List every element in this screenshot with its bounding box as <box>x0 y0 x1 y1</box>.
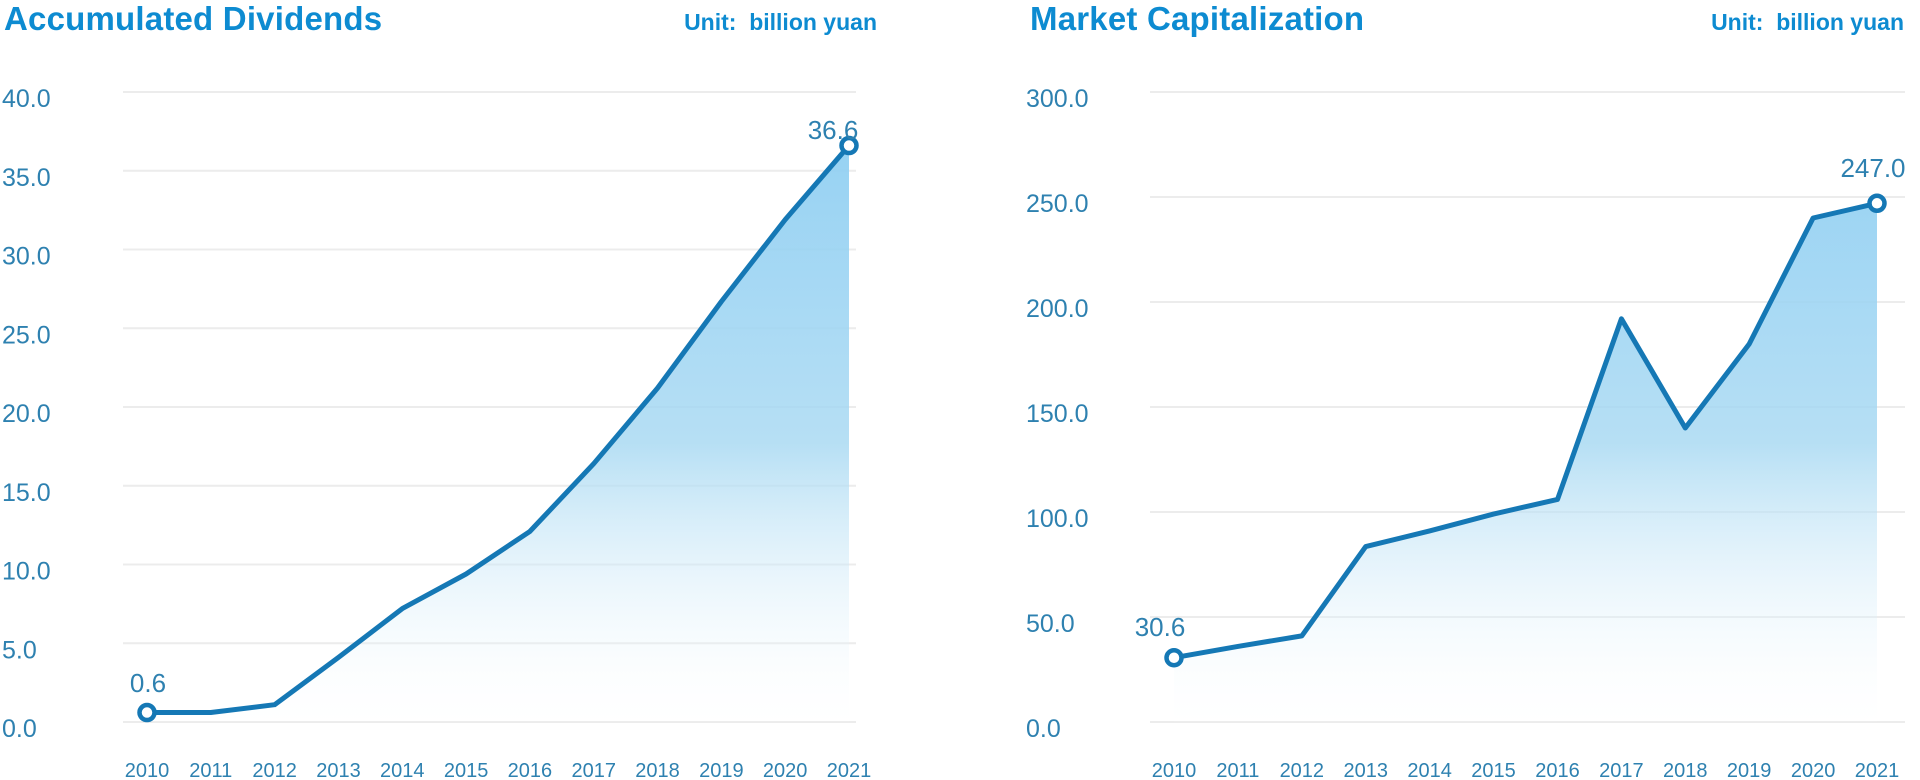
x-axis-year-label: 2014 <box>1407 760 1452 780</box>
endpoint-marker <box>137 702 157 723</box>
series-line <box>1171 200 1880 661</box>
x-axis-year-label: 2020 <box>763 760 808 780</box>
y-axis-tick-label: 50.0 <box>1026 610 1075 638</box>
endpoint-marker <box>1164 647 1184 668</box>
y-axis-tick-label: 100.0 <box>1026 505 1089 533</box>
y-axis-tick-label: 0.0 <box>2 715 37 743</box>
unit-label-right: Unit: billion yuan <box>1711 9 1904 35</box>
chart-title-accumulated-dividends: Accumulated Dividends <box>4 0 383 37</box>
x-axis-year-label: 2012 <box>252 760 297 780</box>
x-axis-year-label: 2010 <box>1152 760 1197 780</box>
series-area-fill <box>147 145 849 722</box>
endpoint-marker <box>1867 193 1887 214</box>
y-axis-tick-label: 200.0 <box>1026 295 1089 323</box>
unit-label-left: Unit: billion yuan <box>684 9 877 35</box>
x-axis-year-label: 2019 <box>1727 760 1772 780</box>
x-axis-year-label: 2016 <box>1535 760 1580 780</box>
y-axis-tick-label: 0.0 <box>1026 715 1061 743</box>
point-value-label: 36.6 <box>808 115 859 145</box>
point-value-label: 0.6 <box>130 668 166 698</box>
y-axis-tick-label: 35.0 <box>2 164 51 192</box>
x-axis-year-label: 2014 <box>380 760 425 780</box>
point-value-label: 30.6 <box>1135 612 1186 642</box>
x-axis-year-label: 2017 <box>571 760 616 780</box>
x-axis-year-label: 2012 <box>1280 760 1325 780</box>
x-axis-year-label: 2020 <box>1791 760 1836 780</box>
y-axis-tick-label: 15.0 <box>2 479 51 507</box>
x-axis-year-label: 2021 <box>1855 760 1900 780</box>
series-area-fill <box>1174 203 1877 723</box>
endpoint-marker <box>839 135 859 156</box>
x-axis-year-label: 2017 <box>1599 760 1644 780</box>
chart-title-market-capitalization: Market Capitalization <box>1030 0 1365 37</box>
y-axis-tick-label: 30.0 <box>2 243 51 271</box>
x-axis-year-label: 2011 <box>1216 760 1259 780</box>
y-axis-tick-label: 5.0 <box>2 636 37 664</box>
x-axis-year-label: 2016 <box>508 760 553 780</box>
y-axis-tick-label: 25.0 <box>2 321 51 349</box>
y-axis-tick-label: 300.0 <box>1026 85 1089 113</box>
y-axis-tick-label: 40.0 <box>2 85 51 113</box>
x-axis-year-label: 2013 <box>1343 760 1388 780</box>
x-axis-year-label: 2011 <box>189 760 232 780</box>
x-axis-year-label: 2018 <box>1663 760 1708 780</box>
x-axis-year-label: 2018 <box>635 760 680 780</box>
y-axis-tick-label: 10.0 <box>2 558 51 586</box>
x-axis-year-label: 2013 <box>316 760 361 780</box>
x-axis-year-label: 2019 <box>699 760 744 780</box>
y-axis-tick-label: 150.0 <box>1026 400 1089 428</box>
series-line <box>144 143 852 715</box>
y-axis-tick-label: 250.0 <box>1026 190 1089 218</box>
x-axis-year-label: 2015 <box>1471 760 1516 780</box>
x-axis-year-label: 2010 <box>125 760 170 780</box>
point-value-label: 247.0 <box>1840 153 1905 183</box>
x-axis-year-label: 2015 <box>444 760 489 780</box>
y-axis-tick-label: 20.0 <box>2 400 51 428</box>
x-axis-year-label: 2021 <box>827 760 872 780</box>
